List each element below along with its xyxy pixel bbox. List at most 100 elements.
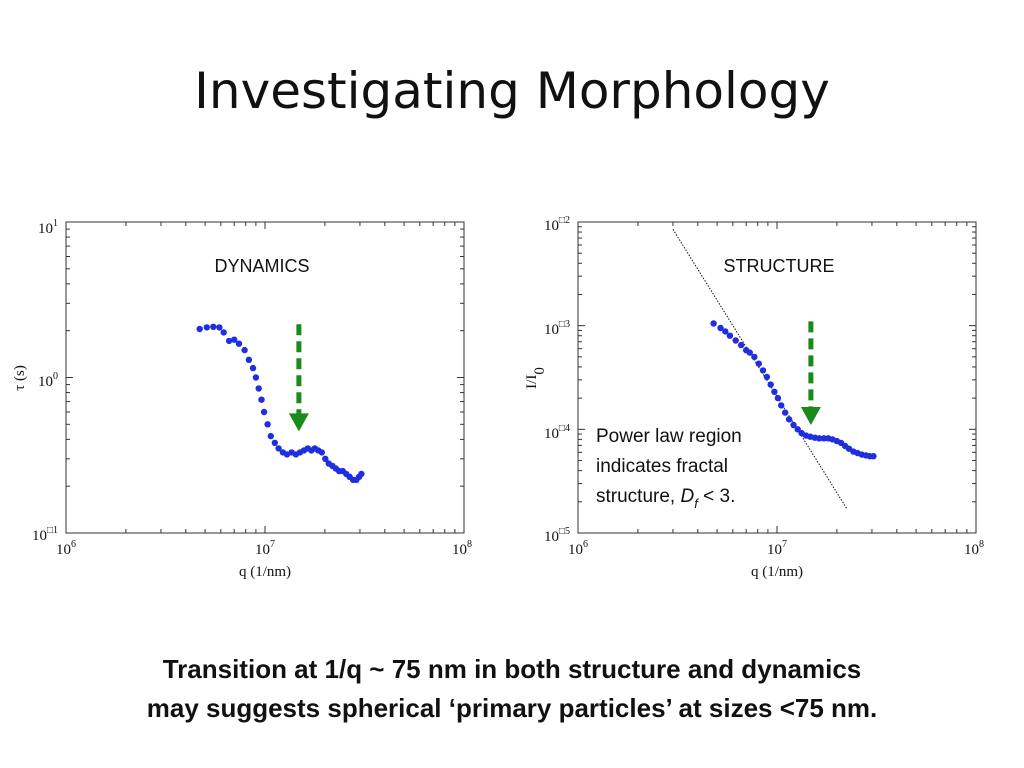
data-point (210, 323, 217, 330)
data-point (231, 336, 238, 343)
data-point (358, 470, 365, 478)
data-point (816, 435, 823, 442)
x-tick-label-1: 106 (56, 539, 76, 558)
tick-base: 10 (767, 542, 782, 558)
transition-arrow (800, 321, 821, 426)
data-point (245, 356, 253, 363)
y-axis-label-main: I/I (524, 375, 540, 389)
tick-base: 10 (38, 374, 53, 390)
svg-text:107: 107 (767, 539, 787, 558)
x-tick-label-3: 108 (964, 539, 984, 558)
svg-text:10□5: 10□5 (544, 526, 570, 545)
data-point (220, 329, 227, 336)
data-point (722, 328, 729, 335)
annotation-prefix: structure, (596, 486, 680, 507)
tick-base: 10 (544, 322, 559, 338)
tick-exp: □1 (47, 525, 58, 536)
tick-exp: 7 (782, 539, 787, 550)
data-point (746, 349, 753, 356)
svg-text:10□4: 10□4 (544, 423, 570, 442)
svg-text:107: 107 (255, 539, 275, 558)
data-point (264, 421, 271, 428)
tick-base: 10 (255, 542, 270, 558)
y-tick-label-2: 10□3 (544, 319, 570, 338)
data-point (737, 341, 745, 349)
data-point (258, 396, 265, 403)
svg-text:108: 108 (964, 539, 984, 558)
tick-base: 10 (544, 529, 559, 545)
data-point (763, 373, 771, 381)
tick-base: 10 (452, 542, 467, 558)
data-point (759, 367, 767, 374)
svg-text:106: 106 (568, 539, 588, 558)
tick-exp: □3 (559, 319, 570, 330)
data-point (726, 332, 734, 339)
tick-marks (577, 222, 976, 534)
data-points (196, 323, 365, 483)
caption-line-2: may suggests spherical ‘primary particle… (146, 693, 878, 723)
data-point (322, 455, 329, 462)
slide-caption: Transition at 1/q ~ 75 nm in both struct… (0, 650, 1024, 728)
tick-exp: 0 (53, 371, 58, 382)
panel-label: STRUCTURE (724, 256, 835, 276)
tick-exp: 8 (979, 539, 984, 550)
y-tick-label-top: 101 (38, 218, 58, 237)
data-point (225, 337, 233, 345)
data-point (271, 439, 278, 446)
svg-text:10□3: 10□3 (544, 319, 570, 338)
data-point (249, 364, 257, 372)
tick-base: 10 (568, 542, 583, 558)
structure-chart: 10□2 10□3 10□4 10□5 106 107 108 q (1/nm)… (524, 215, 984, 580)
data-point (260, 408, 268, 416)
y-tick-label-bottom: 10□1 (32, 525, 58, 544)
x-tick-label-2: 107 (767, 539, 787, 558)
annotation-line-3: structure, Df < 3. (596, 486, 735, 511)
data-point (203, 324, 210, 331)
data-point (782, 409, 789, 416)
data-point (771, 388, 778, 395)
caption-line-1: Transition at 1/q ~ 75 nm in both struct… (162, 654, 862, 684)
tick-exp: □4 (559, 423, 570, 434)
panel-label: DYNAMICS (214, 256, 309, 276)
annotation-line-1: Power law region (596, 426, 742, 447)
svg-text:I/I0: I/I0 (524, 367, 548, 389)
transition-arrow (288, 324, 309, 432)
annotation-subscript: f (694, 496, 699, 511)
svg-text:106: 106 (56, 539, 76, 558)
data-point (241, 346, 248, 354)
svg-text:10□2: 10□2 (544, 215, 570, 234)
slide-title: Investigating Morphology (194, 62, 830, 120)
tick-exp: 1 (53, 218, 58, 229)
tick-marks (65, 222, 464, 534)
y-axis-label-sub: 0 (532, 367, 548, 375)
y-axis-label: I/I0 (524, 367, 548, 389)
data-point (790, 421, 797, 429)
y-axis-label: τ (s) (12, 365, 28, 391)
tick-base: 10 (544, 218, 559, 234)
svg-text:10□1: 10□1 (32, 525, 58, 544)
tick-exp: 6 (583, 539, 588, 550)
data-point (318, 449, 325, 456)
tick-base: 10 (964, 542, 979, 558)
x-axis-label: q (1/nm) (239, 564, 291, 580)
data-point (785, 416, 793, 423)
power-law-annotation: Power law region indicates fractal struc… (592, 422, 788, 514)
annotation-symbol: D (680, 486, 694, 507)
data-point (717, 324, 724, 332)
tick-exp: □5 (559, 526, 570, 537)
tick-exp: □2 (559, 215, 570, 226)
svg-text:100: 100 (38, 371, 58, 390)
tick-exp: 7 (270, 539, 275, 550)
y-tick-label-3: 10□4 (544, 423, 570, 442)
data-point (235, 340, 243, 347)
data-points (710, 320, 877, 460)
annotation-suffix: < 3. (698, 486, 736, 507)
y-tick-label-1: 10□2 (544, 215, 570, 234)
data-point (774, 394, 782, 402)
data-point (778, 402, 785, 409)
tick-base: 10 (56, 542, 71, 558)
data-point (755, 360, 762, 367)
data-point (255, 385, 262, 392)
x-tick-label-1: 106 (568, 539, 588, 558)
data-point (216, 324, 223, 331)
